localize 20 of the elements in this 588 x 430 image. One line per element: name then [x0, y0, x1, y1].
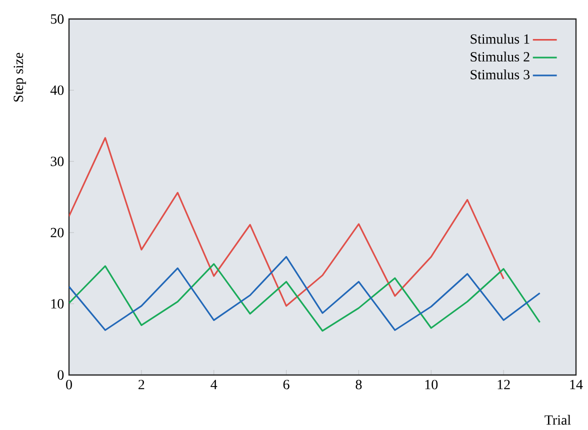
x-tick-label: 0 [66, 380, 72, 390]
legend-label: Stimulus 1 [470, 34, 530, 44]
x-axis-title: Trial [544, 414, 571, 425]
y-tick-label: 20 [50, 228, 64, 238]
x-tick-label: 12 [498, 380, 510, 390]
x-tick-label: 2 [138, 380, 144, 390]
legend-label: Stimulus 3 [470, 69, 530, 80]
y-tick-label: 10 [51, 299, 64, 309]
x-tick-label: 14 [570, 380, 583, 390]
y-axis-title: Step size [14, 52, 26, 102]
legend-label: Stimulus 2 [470, 52, 530, 62]
x-tick-label: 10 [425, 380, 438, 390]
y-tick-label: 50 [50, 14, 64, 24]
y-tick-label: 0 [58, 370, 64, 380]
y-tick-label: 40 [50, 85, 64, 95]
y-tick-label: 30 [50, 156, 64, 166]
x-tick-label: 4 [210, 380, 218, 390]
line-series [69, 137, 504, 307]
x-tick-label: 6 [283, 380, 290, 390]
x-tick-label: 8 [356, 380, 362, 390]
